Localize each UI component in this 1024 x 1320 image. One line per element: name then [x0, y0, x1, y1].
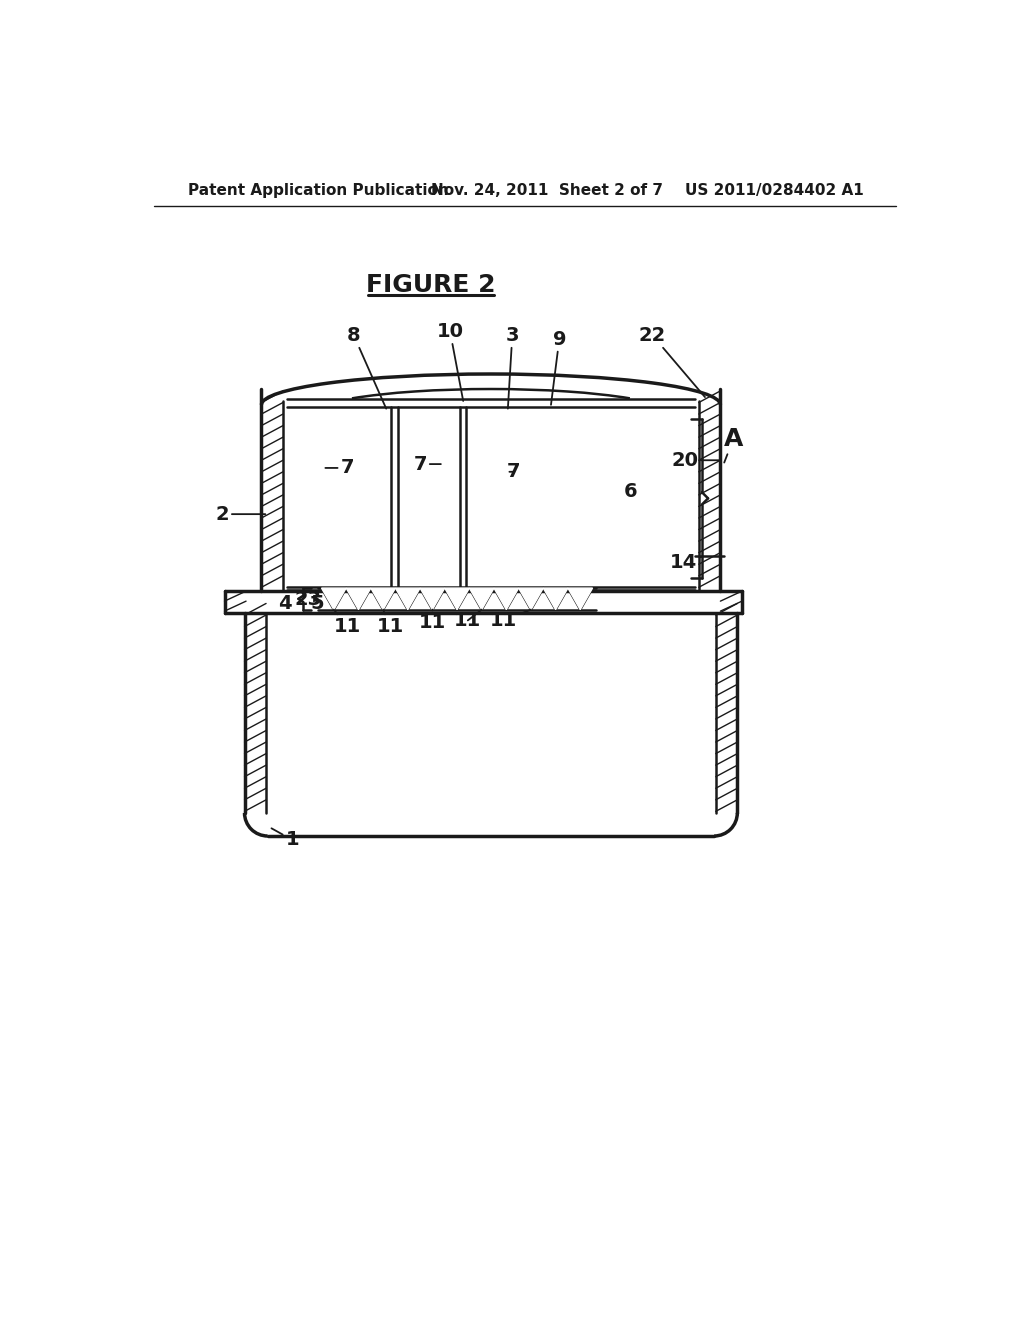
Text: 2: 2 — [215, 504, 265, 524]
Text: 5: 5 — [310, 594, 324, 612]
Polygon shape — [518, 589, 544, 610]
Text: 11: 11 — [334, 610, 361, 636]
Text: 8: 8 — [347, 326, 386, 409]
Text: 14: 14 — [670, 553, 702, 572]
Text: A: A — [724, 428, 742, 462]
Text: 23: 23 — [294, 590, 322, 609]
Text: 7: 7 — [414, 454, 441, 474]
Polygon shape — [395, 589, 420, 610]
Text: 11: 11 — [419, 610, 446, 632]
Text: Patent Application Publication: Patent Application Publication — [188, 183, 450, 198]
Polygon shape — [544, 589, 568, 610]
Polygon shape — [568, 589, 593, 610]
Text: 7: 7 — [326, 458, 354, 478]
Text: 3: 3 — [506, 326, 519, 409]
Text: 7: 7 — [507, 462, 520, 482]
Text: 11: 11 — [489, 610, 531, 630]
Text: 9: 9 — [551, 330, 566, 405]
Text: Nov. 24, 2011  Sheet 2 of 7: Nov. 24, 2011 Sheet 2 of 7 — [431, 183, 663, 198]
Polygon shape — [322, 589, 346, 610]
Text: 22: 22 — [639, 326, 705, 397]
Polygon shape — [420, 589, 444, 610]
Polygon shape — [469, 589, 494, 610]
Text: FIGURE 2: FIGURE 2 — [367, 273, 496, 297]
Polygon shape — [371, 589, 395, 610]
Polygon shape — [444, 589, 469, 610]
Polygon shape — [346, 589, 371, 610]
Text: 11: 11 — [455, 610, 481, 630]
Text: 10: 10 — [436, 322, 464, 401]
Text: 1: 1 — [271, 829, 299, 849]
Text: 4: 4 — [278, 594, 292, 612]
Polygon shape — [494, 589, 518, 610]
Text: 6: 6 — [625, 482, 638, 500]
Text: 20: 20 — [671, 450, 720, 470]
Text: 11: 11 — [377, 610, 403, 636]
Text: US 2011/0284402 A1: US 2011/0284402 A1 — [685, 183, 863, 198]
